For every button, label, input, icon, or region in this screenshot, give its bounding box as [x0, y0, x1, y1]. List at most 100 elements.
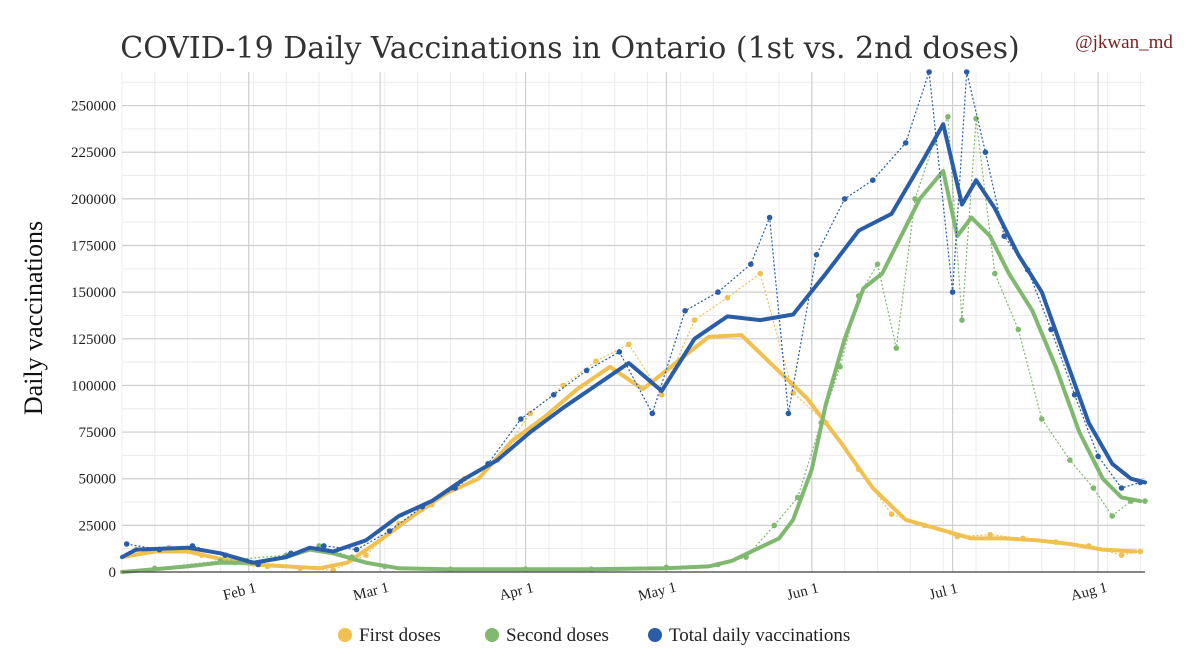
legend-marker-second-doses — [485, 628, 499, 642]
data-point-total-daily-vaccinations — [963, 69, 970, 75]
data-point-second-doses — [992, 270, 998, 277]
data-point-first-doses — [363, 552, 369, 558]
data-point-total-daily-vaccinations — [189, 543, 196, 549]
data-point-second-doses — [743, 554, 749, 560]
data-point-second-doses — [349, 554, 355, 560]
legend: First doses Second doses Total daily vacci… — [338, 625, 850, 646]
data-point-first-doses — [527, 410, 534, 417]
data-point-first-doses — [691, 317, 698, 323]
x-tick-label: Jun 1 — [785, 580, 820, 603]
data-point-total-daily-vaccinations — [902, 140, 909, 146]
legend-label-total-daily-vaccinations: Total daily vaccinations — [669, 625, 850, 646]
y-tick-labels: 0 25000 50000 75000 100000 125000 150000 175000… — [71, 99, 116, 581]
data-point-second-doses — [794, 494, 801, 501]
data-point-total-daily-vaccinations — [1095, 453, 1101, 460]
series-second-doses — [120, 114, 1148, 574]
data-point-first-doses — [757, 270, 763, 277]
data-point-total-daily-vaccinations — [870, 177, 876, 183]
data-point-second-doses — [1039, 416, 1045, 422]
data-point-total-daily-vaccinations — [616, 349, 623, 355]
data-point-total-daily-vaccinations — [982, 149, 989, 155]
data-point-first-doses — [1053, 539, 1059, 545]
data-point-total-daily-vaccinations — [1024, 267, 1031, 273]
data-point-first-doses — [954, 533, 961, 540]
data-point-second-doses — [447, 566, 454, 572]
data-point-second-doses — [1015, 326, 1022, 333]
data-point-second-doses — [874, 261, 881, 268]
x-tick-label: Jul 1 — [928, 581, 960, 603]
data-point-total-daily-vaccinations — [288, 550, 294, 557]
data-point-total-daily-vaccinations — [452, 485, 459, 491]
data-point-total-daily-vaccinations — [222, 552, 228, 558]
data-point-second-doses — [382, 563, 388, 570]
data-point-total-daily-vaccinations — [386, 528, 393, 534]
data-point-first-doses — [921, 522, 928, 529]
data-point-total-daily-vaccinations — [949, 289, 956, 295]
data-point-second-doses — [959, 317, 965, 323]
series-first-doses — [120, 270, 1144, 573]
data-point-second-doses — [973, 115, 979, 122]
x-tick-label: Feb 1 — [221, 580, 258, 604]
data-point-first-doses — [1118, 552, 1125, 558]
data-point-second-doses — [715, 561, 721, 568]
data-point-first-doses — [199, 552, 205, 558]
data-point-first-doses — [264, 563, 271, 570]
data-point-total-daily-vaccinations — [518, 416, 524, 422]
chart-credit: @jkwan_md — [1075, 32, 1173, 53]
trend-line-total-daily-vaccinations — [120, 122, 1147, 565]
series-total-daily-vaccinations — [120, 69, 1147, 568]
data-point-total-daily-vaccinations — [715, 289, 721, 295]
data-point-total-daily-vaccinations — [813, 252, 820, 258]
plot-area — [120, 69, 1148, 574]
data-point-total-daily-vaccinations — [255, 561, 261, 568]
data-point-total-daily-vaccinations — [1137, 479, 1144, 486]
data-point-second-doses — [663, 564, 670, 571]
data-point-first-doses — [724, 294, 731, 301]
data-point-second-doses — [855, 293, 862, 299]
data-point-second-doses — [837, 364, 843, 370]
chart-title: COVID-19 Daily Vaccinations in Ontario (… — [120, 31, 1019, 66]
data-point-total-daily-vaccinations — [583, 367, 590, 374]
legend-label-first-doses: First doses — [359, 625, 441, 646]
legend-marker-first-doses — [338, 628, 352, 642]
data-point-second-doses — [1142, 498, 1148, 504]
data-point-first-doses — [1137, 548, 1144, 555]
trend-line-second-doses — [120, 168, 1143, 574]
y-tick-label: 175000 — [71, 239, 116, 255]
data-point-first-doses — [560, 382, 566, 389]
data-point-total-daily-vaccinations — [485, 461, 491, 467]
data-point-first-doses — [888, 511, 895, 517]
y-tick-label: 150000 — [71, 285, 116, 301]
data-point-first-doses — [823, 419, 829, 426]
legend-label-second-doses: Second doses — [506, 625, 609, 646]
data-point-second-doses — [152, 565, 158, 572]
y-tick-label: 25000 — [79, 518, 117, 534]
x-tick-label: Mar 1 — [352, 580, 391, 604]
daily-line-total-daily-vaccinations — [126, 71, 1141, 566]
data-point-second-doses — [1128, 498, 1134, 504]
data-point-total-daily-vaccinations — [156, 546, 163, 553]
data-point-first-doses — [593, 358, 599, 365]
y-tick-label: 100000 — [71, 378, 116, 394]
data-point-second-doses — [217, 558, 224, 564]
data-point-total-daily-vaccinations — [123, 541, 130, 547]
data-point-first-doses — [297, 565, 304, 572]
data-point-total-daily-vaccinations — [550, 392, 557, 398]
data-point-total-daily-vaccinations — [321, 543, 327, 549]
y-tick-label: 50000 — [79, 472, 117, 488]
data-point-total-daily-vaccinations — [682, 308, 688, 314]
daily-line-first-doses — [136, 272, 1141, 571]
data-point-first-doses — [1020, 535, 1026, 542]
data-point-total-daily-vaccinations — [785, 410, 792, 417]
y-tick-label: 250000 — [71, 99, 116, 115]
data-point-second-doses — [1109, 513, 1115, 519]
y-tick-label: 200000 — [71, 192, 116, 208]
data-point-total-daily-vaccinations — [841, 196, 848, 202]
data-point-total-daily-vaccinations — [1071, 392, 1078, 398]
data-point-first-doses — [855, 466, 862, 473]
trend-line-first-doses — [120, 333, 1138, 571]
data-point-second-doses — [945, 114, 951, 120]
data-point-second-doses — [1067, 457, 1073, 463]
x-tick-label: Aug 1 — [1069, 580, 1109, 604]
